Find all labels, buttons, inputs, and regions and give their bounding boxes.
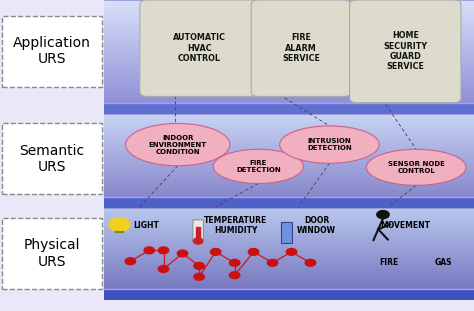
Circle shape bbox=[248, 248, 259, 255]
Ellipse shape bbox=[280, 126, 379, 163]
Ellipse shape bbox=[126, 123, 230, 166]
Circle shape bbox=[194, 262, 204, 269]
Text: FIRE: FIRE bbox=[379, 258, 398, 267]
FancyBboxPatch shape bbox=[349, 0, 461, 103]
Ellipse shape bbox=[213, 149, 303, 183]
Circle shape bbox=[158, 247, 169, 254]
Circle shape bbox=[125, 258, 136, 265]
FancyBboxPatch shape bbox=[2, 123, 102, 194]
Circle shape bbox=[144, 247, 155, 254]
FancyBboxPatch shape bbox=[251, 0, 351, 96]
Text: FIRE
DETECTION: FIRE DETECTION bbox=[236, 160, 281, 173]
Circle shape bbox=[158, 266, 169, 272]
Circle shape bbox=[229, 259, 240, 266]
Text: MOVEMENT: MOVEMENT bbox=[380, 221, 430, 230]
Text: INDOOR
ENVIRONMENT
CONDITION: INDOOR ENVIRONMENT CONDITION bbox=[149, 135, 207, 155]
Circle shape bbox=[286, 248, 297, 255]
FancyBboxPatch shape bbox=[193, 220, 203, 242]
Circle shape bbox=[210, 248, 221, 255]
Text: Physical
URS: Physical URS bbox=[24, 238, 81, 269]
Circle shape bbox=[377, 211, 389, 219]
FancyBboxPatch shape bbox=[2, 218, 102, 289]
Text: Application
URS: Application URS bbox=[13, 36, 91, 67]
Text: LIGHT: LIGHT bbox=[133, 221, 159, 230]
FancyBboxPatch shape bbox=[281, 222, 292, 243]
Circle shape bbox=[193, 238, 203, 244]
FancyBboxPatch shape bbox=[2, 16, 102, 87]
Circle shape bbox=[194, 273, 204, 280]
Circle shape bbox=[229, 272, 240, 279]
Polygon shape bbox=[104, 289, 474, 300]
Text: FIRE
ALARM
SERVICE: FIRE ALARM SERVICE bbox=[282, 33, 320, 63]
Text: TEMPERATURE
HUMIDITY: TEMPERATURE HUMIDITY bbox=[204, 216, 267, 235]
Text: GAS: GAS bbox=[435, 258, 452, 267]
Text: HOME
SECURITY
GUARD
SERVICE: HOME SECURITY GUARD SERVICE bbox=[383, 31, 428, 72]
Circle shape bbox=[109, 218, 130, 231]
Text: SENSOR NODE
CONTROL: SENSOR NODE CONTROL bbox=[388, 161, 445, 174]
Text: AUTOMATIC
HVAC
CONTROL: AUTOMATIC HVAC CONTROL bbox=[173, 33, 226, 63]
FancyBboxPatch shape bbox=[140, 0, 258, 96]
Polygon shape bbox=[104, 197, 474, 208]
Text: Semantic
URS: Semantic URS bbox=[19, 143, 85, 174]
Ellipse shape bbox=[366, 149, 466, 185]
Circle shape bbox=[177, 250, 188, 257]
Circle shape bbox=[267, 259, 278, 266]
Text: DOOR
WINDOW: DOOR WINDOW bbox=[297, 216, 336, 235]
Polygon shape bbox=[104, 103, 474, 114]
Text: INTRUSION
DETECTION: INTRUSION DETECTION bbox=[307, 138, 352, 151]
Circle shape bbox=[305, 259, 316, 266]
